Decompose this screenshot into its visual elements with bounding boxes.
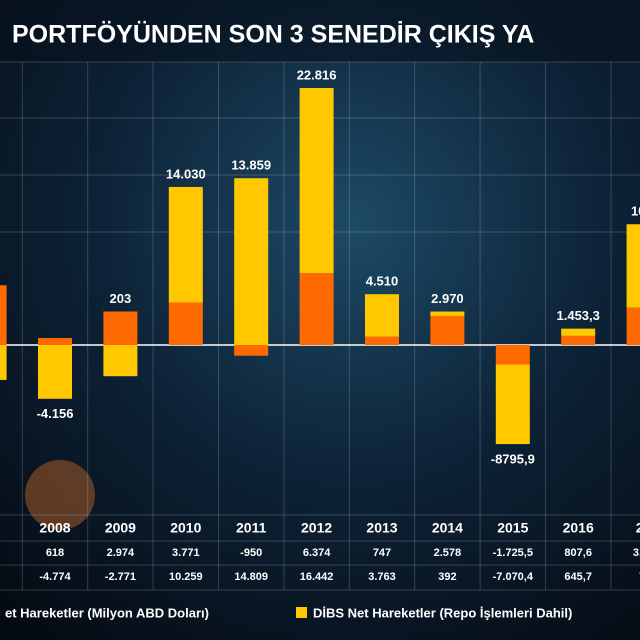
bar-segment bbox=[38, 338, 72, 345]
total-label: 13.859 bbox=[231, 158, 271, 173]
category-label: 2009 bbox=[105, 520, 136, 536]
category-label: 20 bbox=[636, 520, 640, 536]
total-label: 14.030 bbox=[166, 166, 206, 181]
bar-segment bbox=[38, 345, 72, 399]
bar-segment bbox=[168, 302, 203, 345]
bar-segment bbox=[299, 273, 334, 345]
table-value: 6.374 bbox=[303, 547, 331, 559]
table-value: 645,7 bbox=[564, 571, 592, 583]
bar-segment bbox=[0, 345, 7, 380]
table-value: -7.070,4 bbox=[493, 571, 534, 583]
bar-segment bbox=[561, 328, 596, 336]
category-label: 2013 bbox=[366, 520, 397, 536]
total-label: 4.510 bbox=[366, 274, 399, 289]
bar-segment bbox=[495, 364, 530, 445]
category-label: 2008 bbox=[39, 520, 70, 536]
total-label: -4.156 bbox=[37, 406, 74, 421]
category-label: 2014 bbox=[432, 520, 463, 536]
table-value: 3.763 bbox=[368, 571, 396, 583]
bar-segment bbox=[626, 307, 640, 345]
bar-segment bbox=[168, 186, 203, 303]
bar-segment bbox=[430, 311, 465, 316]
bar-segment bbox=[103, 311, 138, 345]
total-label: 203 bbox=[110, 291, 132, 306]
total-label: 2.970 bbox=[431, 291, 464, 306]
table-value: -4.774 bbox=[39, 571, 71, 583]
category-label: 2011 bbox=[236, 520, 267, 536]
decor-glow bbox=[25, 460, 95, 530]
table-value: -2.771 bbox=[105, 571, 136, 583]
table-value: 10.259 bbox=[169, 571, 203, 583]
bar-segment bbox=[626, 224, 640, 308]
table-value: 618 bbox=[46, 547, 64, 559]
bar-segment bbox=[0, 285, 7, 345]
bar-segment bbox=[234, 345, 269, 356]
bar-segment bbox=[365, 336, 399, 345]
category-label: 2015 bbox=[497, 520, 528, 536]
category-label: 2012 bbox=[301, 520, 332, 536]
total-label: 1.453,3 bbox=[557, 308, 600, 323]
table-value: -950 bbox=[240, 547, 262, 559]
bar-segment bbox=[495, 345, 530, 365]
table-value: 16.442 bbox=[300, 571, 334, 583]
bar-segment bbox=[365, 294, 399, 337]
total-label: -8795,9 bbox=[491, 452, 535, 467]
table-value: 747 bbox=[373, 547, 391, 559]
title-band bbox=[0, 0, 640, 62]
total-label: 22.816 bbox=[297, 67, 337, 82]
category-label: 2016 bbox=[563, 520, 594, 536]
table-value: -1.725,5 bbox=[493, 547, 533, 559]
legend-label: DİBS Net Hareketler (Repo İşlemleri Dahi… bbox=[313, 605, 572, 620]
legend-swatch bbox=[296, 607, 307, 618]
legend-label: et Hareketler (Milyon ABD Doları) bbox=[5, 605, 209, 620]
category-label: 2010 bbox=[170, 520, 201, 536]
bar-segment bbox=[561, 335, 596, 345]
bar-segment bbox=[430, 315, 465, 345]
table-value: 2.974 bbox=[107, 547, 135, 559]
bar-segment bbox=[299, 88, 334, 274]
table-value: 2.578 bbox=[434, 547, 462, 559]
total-label: 10.7 bbox=[631, 204, 640, 219]
table-value: 14.809 bbox=[234, 571, 268, 583]
bar-segment bbox=[234, 178, 269, 345]
table-value: 807,6 bbox=[564, 547, 592, 559]
chart-title: PORTFÖYÜNDEN SON 3 SENEDİR ÇIKIŞ YA bbox=[12, 20, 534, 49]
table-value: 3.32 bbox=[633, 547, 640, 559]
table-value: 3.771 bbox=[172, 547, 200, 559]
bar-segment bbox=[103, 345, 138, 377]
table-value: 392 bbox=[438, 571, 456, 583]
